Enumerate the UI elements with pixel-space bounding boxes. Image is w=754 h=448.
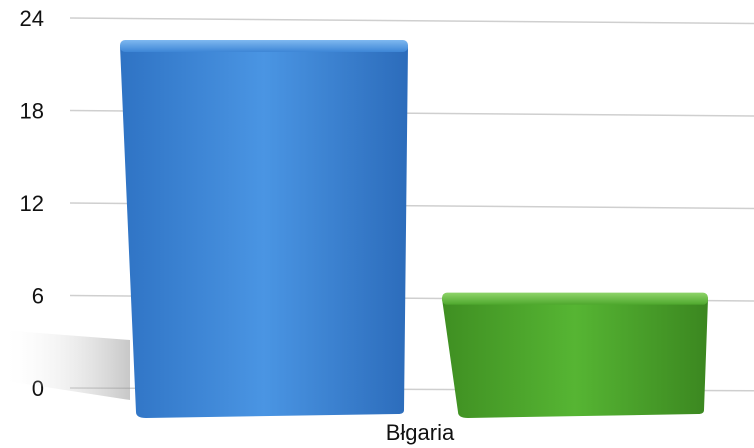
bar-series-1 — [442, 292, 708, 418]
x-category-label: Błgaria — [386, 420, 455, 445]
bar-top — [120, 40, 408, 52]
x-axis-labels: Błgaria — [386, 420, 455, 445]
y-tick-label: 12 — [20, 191, 44, 216]
bar — [442, 298, 708, 418]
bars — [120, 40, 708, 418]
y-tick-label: 18 — [20, 99, 44, 124]
bar-top — [442, 292, 708, 305]
y-tick-label: 6 — [32, 284, 44, 309]
floor-shadow — [0, 330, 130, 400]
bar-series-0 — [120, 40, 408, 418]
y-tick-label: 24 — [20, 6, 44, 31]
gridline — [69, 17, 754, 25]
bar — [120, 46, 408, 418]
